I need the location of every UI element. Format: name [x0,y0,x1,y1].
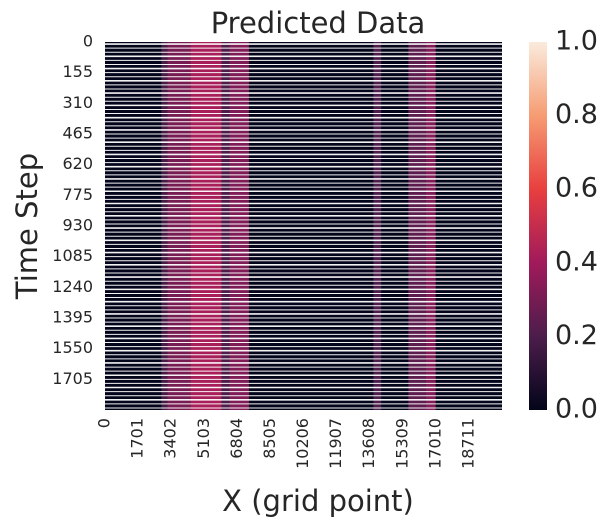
heatmap-band [221,42,230,410]
chart-title: Predicted Data [211,6,426,40]
heatmap-area [105,42,502,410]
y-tick-label: 1395 [52,308,93,327]
y-tick-label: 1705 [52,369,93,388]
y-axis-label: Time Step [10,153,44,300]
heatmap-band [190,42,222,410]
x-tick-label: 15309 [392,418,411,469]
x-tick-label: 5103 [194,418,213,459]
y-tick-label: 1085 [52,246,93,265]
colorbar-tick-label: 0.8 [555,99,598,130]
x-axis-ticks: 0 1701 3402 5103 6804 8505 10206 11907 13608 1530… [95,418,478,469]
y-tick-label: 465 [62,124,93,143]
x-tick-label: 0 [95,418,114,428]
x-tick-label: 18711 [458,418,477,469]
colorbar-tick-label: 1.0 [555,26,598,57]
colorbar-tick-label: 0.6 [555,173,598,204]
colorbar-tick-label: 0.4 [555,246,598,277]
x-tick-label: 8505 [260,418,279,459]
x-tick-label: 3402 [161,418,180,459]
y-tick-label: 1240 [52,277,93,296]
y-tick-label: 155 [62,62,93,81]
y-tick-label: 1550 [52,338,93,357]
y-tick-label: 930 [62,216,93,235]
y-tick-label: 310 [62,93,93,112]
x-axis-label: X (grid point) [222,484,414,518]
heatmap-band [425,42,436,410]
x-tick-label: 1701 [128,418,147,459]
heatmap-band [373,42,382,410]
x-tick-label: 11907 [326,418,345,469]
heatmap-band [161,42,168,410]
x-tick-label: 17010 [425,418,444,469]
x-tick-label: 13608 [359,418,378,469]
y-tick-label: 0 [83,32,93,51]
x-tick-label: 6804 [227,418,246,459]
colorbar [529,42,547,410]
colorbar-tick-label: 0.2 [555,320,598,351]
colorbar-ticks: 0.0 0.2 0.4 0.6 0.8 1.0 [555,26,598,425]
y-axis-ticks: 0 155 310 465 620 775 930 1085 1240 1395 1550 1705 [52,32,93,388]
y-tick-label: 775 [62,185,93,204]
x-tick-label: 10206 [293,418,312,469]
y-tick-label: 620 [62,154,93,173]
colorbar-tick-label: 0.0 [555,394,598,425]
